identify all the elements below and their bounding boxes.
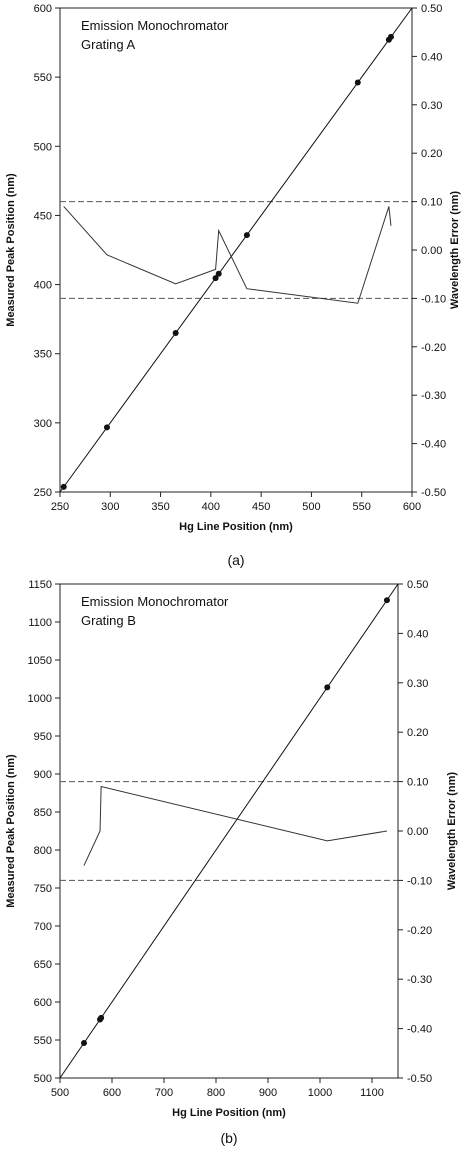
measured-peak-point [324,684,331,691]
x-tick-label: 450 [252,501,270,513]
y2-tick-label: 0.40 [407,628,428,640]
y-tick-label: 300 [34,418,52,430]
y2-tick-label: 0.30 [421,100,442,112]
chart-panel-1: 250 300 350 400 450 500 550 600 250 300 350 400 450 5… [5,3,461,568]
x-tick-label: 400 [202,501,220,513]
annotation-line: Emission Monochromator [81,594,229,609]
y-tick-label: 950 [34,731,52,743]
calibration-fit-line [59,7,413,493]
measured-peak-point [387,33,394,40]
y2-tick-label: -0.10 [407,875,432,887]
y-tick-label: 550 [34,1035,52,1047]
measured-peak-point [103,424,110,431]
x-tick-label: 600 [103,1087,121,1099]
x-tick-label: 1000 [308,1087,332,1099]
y-axis-label: Measured Peak Position (nm) [5,754,17,908]
y-tick-label: 900 [34,769,52,781]
x-tick-label: 500 [302,501,320,513]
chart-panel-2: 500 600 700 800 900 1000 1100 500 550 600 650 700 75… [5,579,458,1146]
y-tick-label: 750 [34,883,52,895]
y-tick-label: 600 [34,997,52,1009]
y2-tick-label: 0.40 [421,51,442,63]
y-tick-label: 450 [34,210,52,222]
x-tick-label: 300 [101,501,119,513]
y-tick-label: 600 [34,3,52,15]
y2-tick-label: 0.10 [421,197,442,209]
y2-tick-label: 0.20 [407,727,428,739]
y2-tick-label: -0.10 [421,293,446,305]
y2-tick-label: 0.30 [407,678,428,690]
y-tick-label: 500 [34,141,52,153]
y2-tick-label: -0.30 [421,390,446,402]
y-tick-label: 700 [34,921,52,933]
y-tick-label: 800 [34,845,52,857]
x-tick-label: 500 [51,1087,69,1099]
y-tick-label: 1050 [28,655,52,667]
y-axis-label: Measured Peak Position (nm) [5,173,17,327]
y2-tick-label: -0.40 [421,439,446,451]
annotation-line: Grating B [81,613,136,628]
y2-axis-label: Wavelength Error (nm) [446,772,458,890]
y-tick-label: 650 [34,959,52,971]
measured-peak-point [212,275,219,282]
wavelength-error-line [83,785,388,866]
x-axis-label: Hg Line Position (nm) [172,1107,286,1119]
y-tick-label: 550 [34,72,52,84]
x-tick-label: 1100 [360,1087,384,1099]
x-axis-label: Hg Line Position (nm) [179,521,293,533]
y2-tick-label: 0.20 [421,148,442,160]
measured-peak-point [243,232,250,239]
y-tick-label: 1000 [28,693,52,705]
y-tick-label: 400 [34,280,52,292]
y-tick-label: 1150 [28,579,52,591]
x-tick-label: 350 [151,501,169,513]
y-tick-label: 250 [34,487,52,499]
calibration-fit-line [59,583,399,1079]
measured-peak-point [354,79,361,86]
annotation-line: Emission Monochromator [81,18,229,33]
measured-peak-point [215,270,222,277]
measured-peak-point [172,329,179,336]
y-tick-label: 350 [34,349,52,361]
y2-tick-label: 0.50 [407,579,428,591]
x-tick-label: 800 [207,1087,225,1099]
y2-tick-label: 0.10 [407,777,428,789]
measured-peak-point [98,1014,105,1021]
x-tick-label: 550 [353,501,371,513]
measured-peak-point [80,1039,87,1046]
wavelength-error-line [63,206,392,304]
annotation-line: Grating A [81,37,136,52]
y2-tick-label: -0.30 [407,974,432,986]
y2-tick-label: -0.20 [421,342,446,354]
y2-axis-label: Wavelength Error (nm) [449,191,461,309]
x-tick-label: 250 [51,501,69,513]
y2-tick-label: -0.50 [407,1073,432,1085]
y-tick-label: 850 [34,807,52,819]
y2-tick-label: -0.40 [407,1024,432,1036]
y-tick-label: 500 [34,1073,52,1085]
y2-tick-label: -0.50 [421,487,446,499]
x-tick-label: 900 [259,1087,277,1099]
x-tick-label: 600 [403,501,421,513]
y2-tick-label: 0.00 [407,826,428,838]
panel-caption: (b) [220,1130,237,1146]
y2-tick-label: -0.20 [407,925,432,937]
panel-caption: (a) [227,552,244,568]
y-tick-label: 1100 [28,617,52,629]
y2-tick-label: 0.00 [421,245,442,257]
measured-peak-point [383,597,390,604]
x-tick-label: 700 [155,1087,173,1099]
y2-tick-label: 0.50 [421,3,442,15]
measured-peak-point [60,483,67,490]
